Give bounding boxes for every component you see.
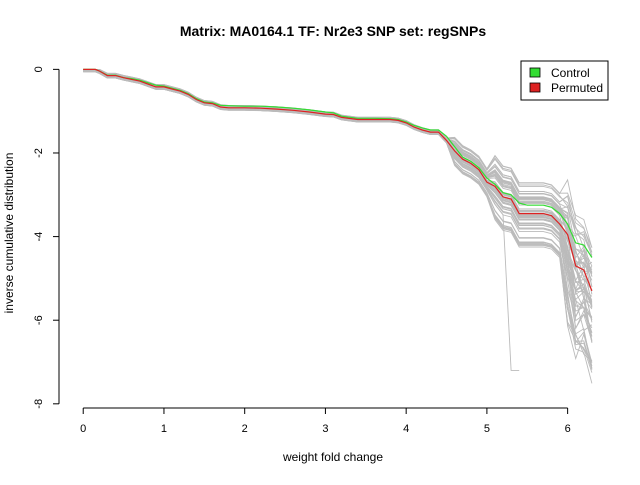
x-tick-label: 6: [565, 423, 571, 435]
legend: Control Permuted: [520, 60, 609, 101]
legend-swatch-permuted: [529, 82, 541, 93]
y-tick-label: -2: [33, 148, 45, 158]
chart-title: Matrix: MA0164.1 TF: Nr2e3 SNP set: regS…: [180, 23, 487, 39]
permutation-line: [83, 71, 593, 362]
series-line-permuted: [83, 68, 593, 292]
y-tick-label: -8: [33, 399, 45, 409]
axes: 0 1 2 3 4 5 6 0 -2 -4 -6 -8: [33, 66, 571, 435]
x-tick-label: 5: [484, 423, 490, 435]
legend-swatch-control: [529, 67, 541, 78]
legend-box: [520, 60, 609, 101]
permutation-line: [83, 70, 593, 370]
permutation-line: [83, 69, 593, 342]
x-tick-label: 2: [242, 423, 248, 435]
legend-label-control: Control: [551, 66, 590, 80]
series-line-control: [83, 68, 593, 258]
x-tick-label: 1: [161, 423, 167, 435]
x-tick-label: 3: [322, 423, 328, 435]
x-tick-label: 4: [403, 423, 409, 435]
y-axis-label: inverse cumulative distribution: [2, 153, 16, 314]
y-tick-label: -4: [33, 232, 45, 242]
x-axis-label: weight fold change: [282, 450, 383, 464]
x-tick-label: 0: [80, 423, 86, 435]
y-tick-label: -6: [33, 315, 45, 325]
legend-label-permuted: Permuted: [551, 81, 603, 95]
y-tick-label: 0: [33, 66, 45, 72]
series-lines: [83, 68, 593, 292]
